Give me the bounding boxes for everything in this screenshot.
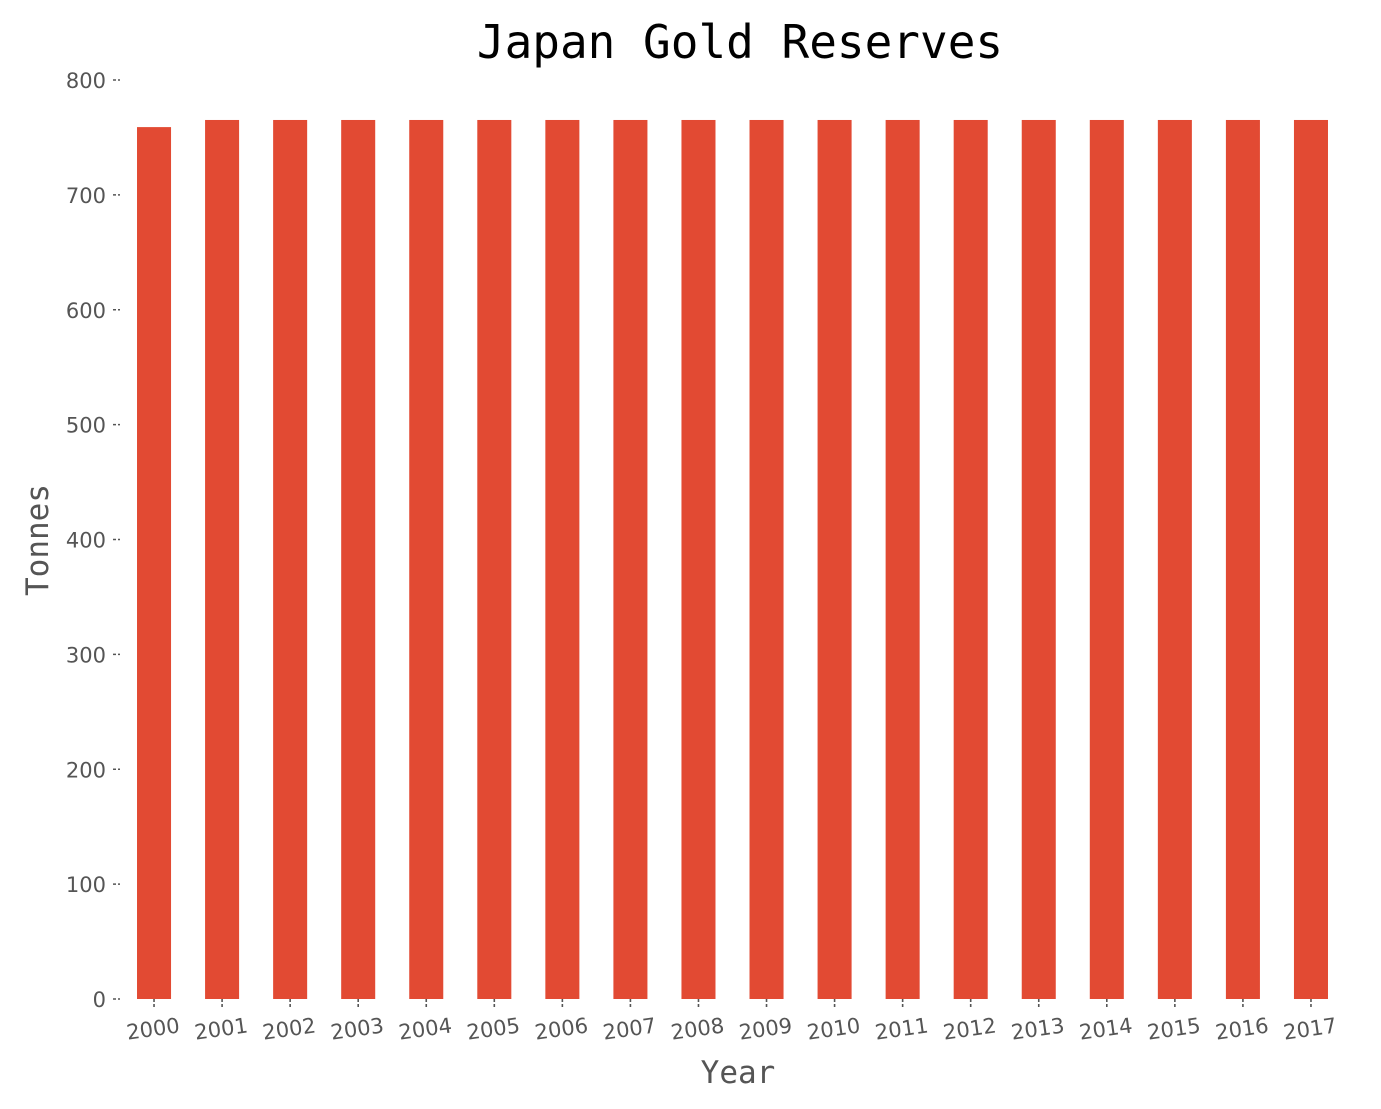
- x-tick-label: 2005: [465, 1013, 521, 1044]
- y-tick-label: 800: [66, 69, 106, 93]
- x-tick-label: 2000: [125, 1013, 181, 1044]
- bar-2011: [885, 119, 920, 999]
- x-axis-title: Year: [701, 1055, 776, 1091]
- y-tick-label: 100: [66, 873, 106, 897]
- y-tick-label: 500: [66, 414, 106, 438]
- x-tick-label: 2014: [1078, 1013, 1134, 1044]
- bar-2010: [817, 119, 852, 999]
- bar-2006: [545, 119, 580, 999]
- x-axis: 2000 2001 2002 2003 2004 2005 2006 2007 2008 2009…: [125, 999, 1338, 1045]
- bar-2004: [409, 119, 444, 999]
- y-tick-label: 600: [66, 299, 106, 323]
- bar-2002: [273, 119, 308, 999]
- x-tick-label: 2003: [329, 1013, 385, 1044]
- x-tick-label: 2017: [1282, 1013, 1338, 1044]
- x-tick-label: 2009: [737, 1013, 793, 1044]
- y-tick-label: 200: [66, 758, 106, 782]
- bar-2003: [341, 119, 376, 999]
- bar-2013: [1021, 119, 1056, 999]
- y-tick-label: 700: [66, 184, 106, 208]
- bar-2000: [137, 127, 172, 999]
- bar-2005: [477, 119, 512, 999]
- bar-2012: [953, 119, 988, 999]
- x-tick-label: 2006: [533, 1013, 589, 1044]
- x-tick-label: 2004: [397, 1013, 453, 1044]
- bar-2007: [613, 119, 648, 999]
- x-tick-label: 2008: [669, 1013, 725, 1044]
- x-tick-label: 2010: [805, 1013, 861, 1044]
- bar-2001: [205, 119, 240, 999]
- y-tick-label: 300: [66, 643, 106, 667]
- x-tick-label: 2001: [193, 1013, 249, 1044]
- y-tick-label: 400: [66, 529, 106, 553]
- x-tick-label: 2002: [261, 1013, 317, 1044]
- x-tick-label: 2011: [874, 1013, 930, 1044]
- x-tick-label: 2007: [601, 1013, 657, 1044]
- x-tick-label: 2015: [1146, 1013, 1202, 1044]
- x-tick-label: 2013: [1010, 1013, 1066, 1044]
- x-tick-label: 2012: [942, 1013, 998, 1044]
- bars-group: [137, 119, 1328, 999]
- bar-2008: [681, 119, 716, 999]
- bar-2015: [1157, 119, 1192, 999]
- bar-2016: [1225, 119, 1260, 999]
- x-tick-label: 2016: [1214, 1013, 1270, 1044]
- y-axis-title: Tonnes: [20, 484, 56, 596]
- y-axis: 0 100 200 300 400 500 600 700 800: [66, 69, 120, 1012]
- bar-2017: [1293, 119, 1328, 999]
- chart-title: Japan Gold Reserves: [477, 15, 1003, 69]
- bar-2009: [749, 119, 784, 999]
- bar-2014: [1089, 119, 1124, 999]
- y-tick-label: 0: [93, 988, 106, 1012]
